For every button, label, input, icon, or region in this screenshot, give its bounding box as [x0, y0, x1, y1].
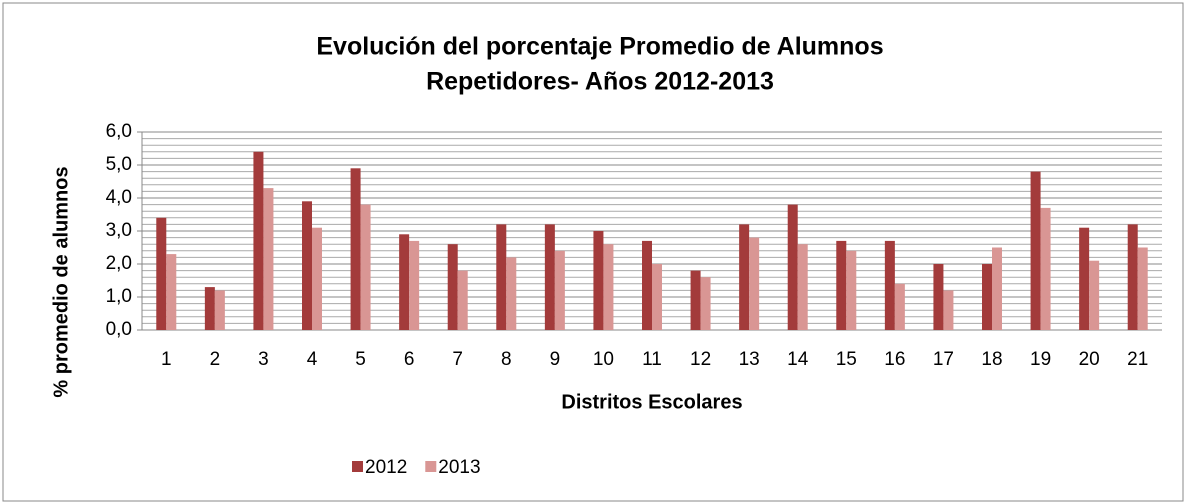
x-tick-label: 7: [452, 349, 463, 370]
bar: [360, 204, 371, 330]
x-tick-label: 13: [739, 349, 760, 370]
bar: [457, 270, 468, 330]
bar: [166, 254, 177, 330]
bar: [1030, 171, 1041, 330]
bar: [603, 244, 614, 330]
bar: [797, 244, 808, 330]
bar: [992, 247, 1002, 330]
bar: [933, 264, 944, 330]
bar: [593, 231, 604, 330]
y-tick-label: 5,0: [106, 154, 132, 175]
x-tick-label: 6: [404, 349, 415, 370]
bar: [943, 290, 954, 330]
legend-swatch: [425, 461, 437, 472]
x-tick-label: 20: [1079, 349, 1100, 370]
bar: [312, 227, 322, 330]
x-tick-label: 17: [933, 349, 954, 370]
x-tick-label: 12: [690, 349, 711, 370]
bar: [700, 277, 711, 330]
bar: [544, 224, 555, 330]
x-axis-title: Distritos Escolares: [561, 391, 742, 413]
bar: [302, 201, 312, 330]
bar: [447, 244, 458, 330]
y-tick-label: 1,0: [106, 286, 132, 307]
bar: [642, 240, 652, 330]
bar: [690, 270, 701, 330]
bar: [506, 257, 517, 330]
x-tick-label: 11: [642, 349, 662, 370]
bar: [263, 188, 274, 330]
x-tick-label: 18: [981, 349, 1002, 370]
bar: [554, 250, 565, 330]
bar: [409, 240, 420, 330]
bar: [1089, 260, 1100, 330]
x-tick-label: 5: [355, 349, 366, 370]
bar: [156, 217, 167, 330]
x-tick-label: 21: [1127, 349, 1148, 370]
x-tick-label: 9: [550, 349, 561, 370]
y-tick-label: 4,0: [106, 187, 132, 208]
bar: [204, 287, 215, 330]
chart-title: Repetidores- Años 2012-2013: [426, 68, 774, 96]
bar: [884, 240, 895, 330]
legend-label: 2013: [438, 457, 480, 478]
bar: [214, 290, 225, 330]
x-tick-label: 2: [210, 349, 221, 370]
y-tick-label: 3,0: [106, 220, 132, 241]
bar: [894, 283, 905, 330]
bar: [1079, 227, 1090, 330]
bar: [496, 224, 507, 330]
x-tick-label: 10: [593, 349, 614, 370]
x-tick-label: 19: [1030, 349, 1051, 370]
bar: [836, 240, 847, 330]
x-tick-label: 3: [258, 349, 269, 370]
bar: [399, 234, 410, 330]
y-axis-title: % promedio de alumnos: [50, 166, 72, 397]
bar: [749, 237, 760, 330]
bar: [350, 168, 361, 330]
x-tick-label: 8: [501, 349, 512, 370]
bar: [982, 264, 992, 330]
x-tick-label: 14: [787, 349, 809, 370]
bar: [652, 264, 662, 330]
bar: [1127, 224, 1138, 330]
x-tick-label: 16: [884, 349, 905, 370]
bar: [253, 151, 264, 330]
x-tick-label: 15: [836, 349, 857, 370]
y-tick-label: 0,0: [106, 319, 132, 340]
bar: [846, 250, 857, 330]
bar: [1040, 207, 1051, 330]
y-tick-label: 6,0: [106, 121, 132, 142]
bar: [739, 224, 750, 330]
y-tick-label: 2,0: [106, 253, 132, 274]
x-tick-label: 4: [307, 349, 318, 370]
legend-label: 2012: [365, 457, 407, 478]
bar: [1137, 247, 1148, 330]
chart-title: Evolución del porcentaje Promedio de Alu…: [316, 33, 883, 61]
legend-swatch: [352, 461, 363, 472]
x-tick-label: 1: [161, 349, 172, 370]
bar: [787, 204, 798, 330]
